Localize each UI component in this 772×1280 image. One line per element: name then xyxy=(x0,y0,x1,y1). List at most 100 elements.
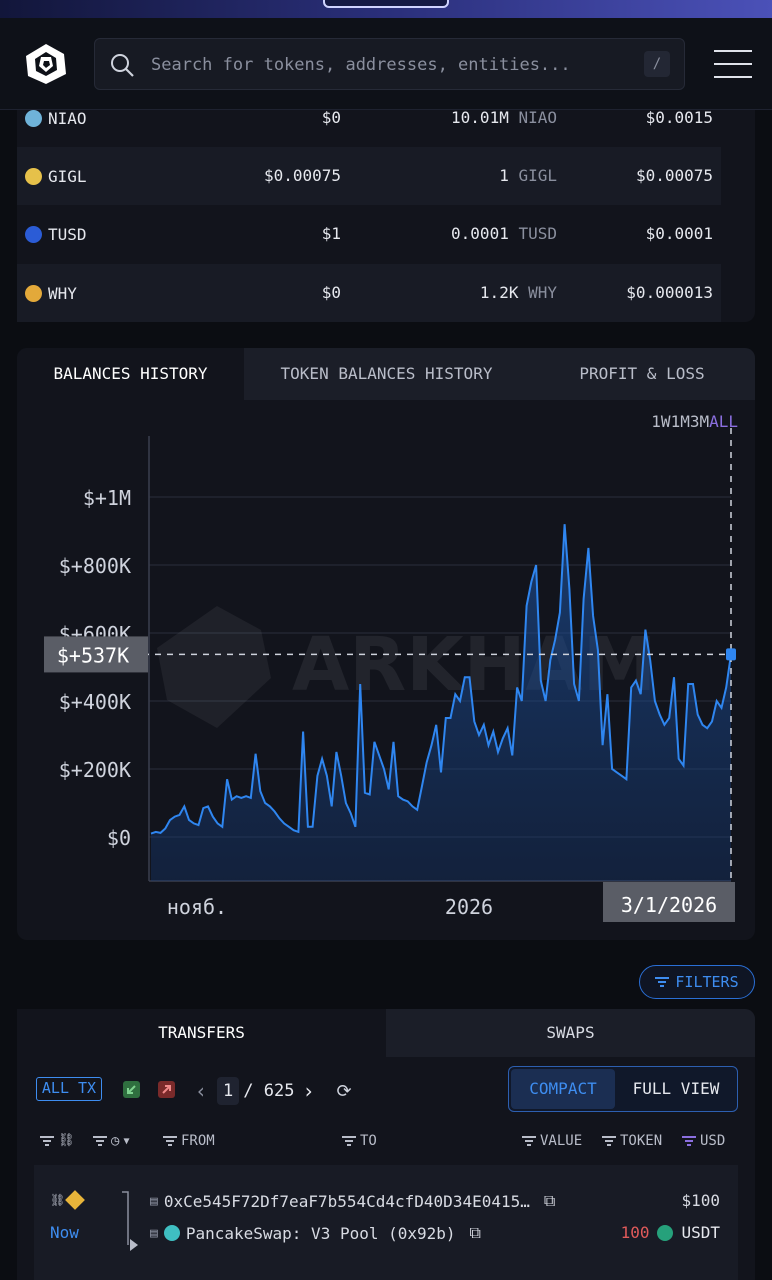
token-amount: 100 xyxy=(620,1223,650,1242)
from-address[interactable]: ▤ 0xCe545F72Df7eaF7b554Cd4cfD40D34E0415…… xyxy=(150,1191,556,1211)
token-price: $1 xyxy=(321,224,341,243)
token-value: $0.0015 xyxy=(645,108,713,127)
token-symbol: TUSD xyxy=(48,224,87,244)
cursor-date: 3/1/2026 xyxy=(621,893,717,917)
search-shortcut-hint: / xyxy=(644,51,670,77)
incoming-filter-icon[interactable] xyxy=(123,1081,140,1098)
value-column-header[interactable]: VALUE xyxy=(522,1133,582,1149)
arkham-watermark: ARKHAM xyxy=(292,622,656,708)
balance-area xyxy=(151,524,731,881)
banner-pill[interactable] xyxy=(323,0,449,8)
usdt-icon xyxy=(657,1224,674,1241)
tab-swaps[interactable]: SWAPS xyxy=(386,1009,755,1057)
token-row[interactable]: GIGL $0.00075 1 GIGL $0.00075 xyxy=(17,147,721,205)
tab-profit-loss[interactable]: PROFIT & LOSS xyxy=(529,348,755,400)
search-box[interactable]: / xyxy=(94,38,685,90)
refresh-icon[interactable]: ⟳ xyxy=(336,1080,352,1102)
time-range-selector: 1W 1M 3M ALL xyxy=(651,412,738,431)
transfer-row[interactable]: ⛓ Now ▤ 0xCe545F72Df7eaF7b554Cd4cfD40D34… xyxy=(34,1165,738,1280)
tab-token-balances-history[interactable]: TOKEN BALANCES HISTORY xyxy=(244,348,529,400)
page-number-input[interactable]: 1 xyxy=(217,1077,240,1105)
holding-unit: NIAO xyxy=(518,108,557,127)
y-tick-label: $0 xyxy=(107,826,131,850)
filter-icon xyxy=(682,1136,696,1146)
filter-icon xyxy=(655,977,670,987)
bnb-chain-icon xyxy=(65,1190,85,1210)
token-row[interactable]: TUSD $1 0.0001 TUSD $0.0001 xyxy=(17,205,721,263)
hamburger-menu-icon[interactable] xyxy=(714,50,752,78)
balance-history-chart[interactable]: $+1M$+800K$+600K$+400K$+200K$0ARKHAM$+53… xyxy=(17,348,755,940)
cursor-value: $+537K xyxy=(57,643,129,667)
token-row[interactable]: WHY $0 1.2K WHY $0.000013 xyxy=(17,264,721,322)
holding-unit: GIGL xyxy=(518,166,557,185)
header: / xyxy=(0,18,772,110)
token-price: $0 xyxy=(321,283,341,302)
holding-amount: 10.01M xyxy=(451,108,509,127)
x-tick-label: нояб. xyxy=(167,895,227,919)
to-address[interactable]: ▤ PancakeSwap: V3 Pool (0x92b) ⧉ xyxy=(150,1223,481,1243)
arkham-logo-icon[interactable] xyxy=(24,42,68,86)
filter-icon xyxy=(40,1135,54,1146)
y-tick-label: $+1M xyxy=(83,486,131,510)
range-all[interactable]: ALL xyxy=(709,412,738,431)
token-row[interactable]: NIAO $0 10.01M NIAO $0.0015 xyxy=(17,89,721,147)
token-cell[interactable]: WHY xyxy=(25,264,77,322)
balances-chart-card: BALANCES HISTORY TOKEN BALANCES HISTORY … xyxy=(17,348,755,940)
range-1w[interactable]: 1W xyxy=(651,412,671,431)
token-symbol[interactable]: USDT xyxy=(681,1223,720,1242)
top-banner-strip xyxy=(0,0,772,18)
cursor-point xyxy=(726,648,736,661)
time-filter[interactable]: ◷ ▼ xyxy=(93,1133,129,1149)
from-column-header[interactable]: FROM xyxy=(163,1133,215,1149)
holding-amount: 0.0001 xyxy=(451,224,509,243)
tx-time[interactable]: Now xyxy=(50,1223,79,1242)
chevron-down-icon: ▼ xyxy=(123,1135,130,1147)
filter-icon xyxy=(163,1136,177,1146)
outgoing-filter-icon[interactable] xyxy=(158,1081,175,1098)
y-tick-label: $+400K xyxy=(59,690,131,714)
watermark-logo-icon xyxy=(157,606,271,728)
contract-icon: ▤ xyxy=(150,1193,158,1209)
copy-icon[interactable]: ⧉ xyxy=(469,1223,481,1242)
next-page-icon[interactable]: › xyxy=(302,1079,315,1103)
token-cell[interactable]: GIGL xyxy=(25,147,87,205)
range-1m[interactable]: 1M xyxy=(670,412,690,431)
range-3m[interactable]: 3M xyxy=(689,412,710,431)
copy-icon[interactable]: ⧉ xyxy=(543,1191,556,1210)
prev-page-icon[interactable]: ‹ xyxy=(195,1079,208,1103)
link-filter[interactable]: ⛓ xyxy=(40,1133,75,1148)
usd-column-header[interactable]: USD xyxy=(682,1133,725,1149)
token-holding: 1 GIGL xyxy=(499,147,557,205)
token-value: $0.0001 xyxy=(645,224,713,243)
search-input[interactable] xyxy=(151,51,631,79)
chart-tabs: BALANCES HISTORY TOKEN BALANCES HISTORY … xyxy=(17,348,755,400)
cursor-date-box xyxy=(603,882,735,922)
token-price: $0.00075 xyxy=(263,166,341,185)
all-tx-filter[interactable]: ALL TX xyxy=(36,1077,102,1101)
pagination: ‹ 1 / 625 › ⟳ xyxy=(195,1071,352,1111)
holding-amount: 1.2K xyxy=(479,283,519,302)
compact-view-button[interactable]: COMPACT xyxy=(511,1069,615,1109)
token-holding: 0.0001 TUSD xyxy=(451,205,557,263)
filters-button[interactable]: FILTERS xyxy=(639,965,755,999)
token-cell[interactable]: NIAO xyxy=(25,89,87,147)
pancakeswap-icon xyxy=(163,1225,180,1241)
filter-icon xyxy=(522,1136,536,1146)
token-column-header[interactable]: TOKEN xyxy=(602,1133,662,1149)
full-view-button[interactable]: FULL VIEW xyxy=(632,1079,720,1098)
link-icon[interactable]: ⛓ xyxy=(50,1193,66,1207)
tab-balances-history[interactable]: BALANCES HISTORY xyxy=(17,348,244,400)
token-cell[interactable]: TUSD xyxy=(25,205,87,263)
holding-amount: 1 xyxy=(499,166,509,185)
tx-token-amount: 100 USDT xyxy=(621,1223,720,1242)
holding-unit: WHY xyxy=(528,283,557,302)
token-icon xyxy=(25,167,42,185)
token-symbol: GIGL xyxy=(48,166,87,186)
cursor-value-box xyxy=(44,636,148,673)
filter-icon xyxy=(342,1136,356,1146)
tab-transfers[interactable]: TRANSFERS xyxy=(17,1009,386,1057)
token-price: $0 xyxy=(321,108,341,127)
token-holding: 10.01M NIAO xyxy=(451,89,557,147)
page-total: / 625 xyxy=(243,1081,295,1101)
to-column-header[interactable]: TO xyxy=(342,1133,377,1149)
